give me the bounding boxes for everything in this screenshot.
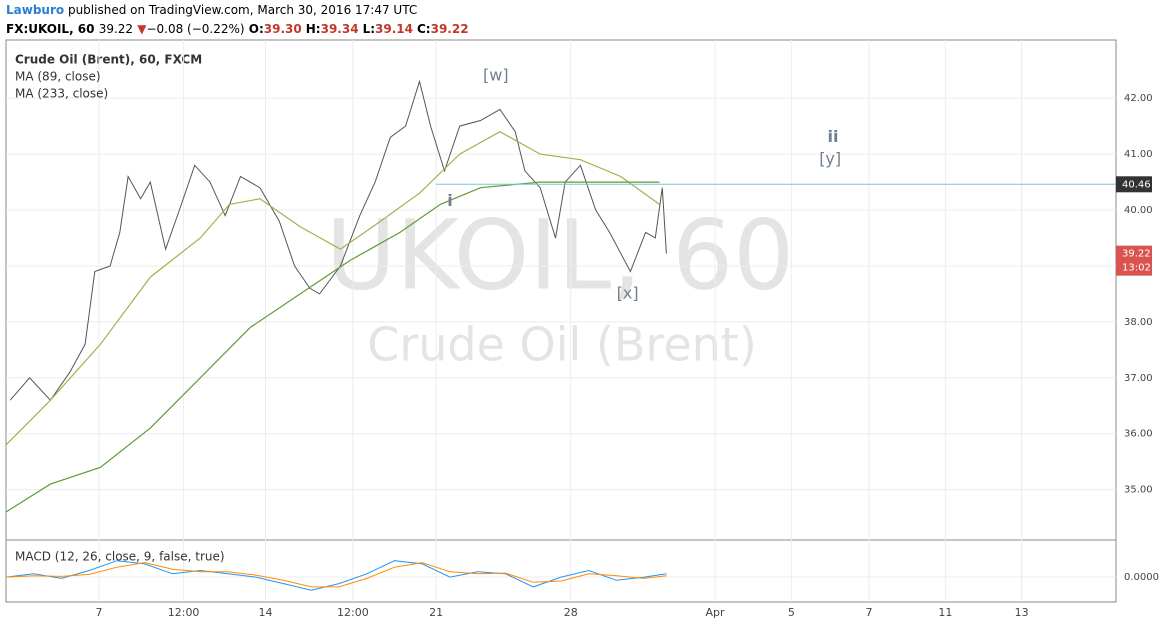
ohlc-value: 39.30 [263, 22, 302, 36]
y-tick-label: 40.00 [1124, 205, 1153, 216]
ohlc-label: O: [248, 22, 264, 36]
legend-entry: MA (233, close) [15, 87, 108, 101]
macd-title: MACD (12, 26, close, 9, false, true) [15, 550, 225, 564]
ohlc-value: 39.22 [430, 22, 469, 36]
wave-label: [w] [483, 65, 509, 84]
ohlc-value: 39.14 [375, 22, 413, 36]
y-tick-label: 36.00 [1124, 429, 1153, 440]
level-tag [1116, 176, 1152, 193]
series-line [5, 131, 660, 446]
published: published on TradingView.com, March 30, … [67, 3, 418, 17]
wave-label: i [447, 191, 452, 210]
x-tick-label: 28 [564, 606, 578, 619]
y-tick-label: 37.00 [1124, 373, 1153, 384]
level-tag-label: 40.46 [1122, 179, 1151, 190]
watermark-sub: Crude Oil (Brent) [367, 318, 757, 372]
ohlc-label: L: [362, 22, 376, 36]
author[interactable]: Lawburo [6, 3, 65, 17]
x-tick-label: Apr [705, 606, 725, 619]
x-tick-label: 7 [866, 606, 873, 619]
ohlc-label: C: [417, 22, 431, 36]
ohlc-label: H: [305, 22, 321, 36]
ohlc-value: 39.34 [320, 22, 359, 36]
legend-entry: MA (89, close) [15, 70, 101, 84]
ohlc: O:39.30 H:39.34 L:39.14 C:39.22 [249, 22, 473, 36]
change: −0.08 (−0.22%) [146, 22, 245, 36]
x-tick-label: 21 [429, 606, 443, 619]
x-tick-label: 7 [95, 606, 102, 619]
macd-line [5, 560, 667, 591]
x-tick-label: 12:00 [168, 606, 200, 619]
quote-line: FX:UKOIL, 60 39.22 ▼−0.08 (−0.22%) O:39.… [6, 22, 473, 36]
macd-line [5, 562, 667, 588]
last-tag-timer: 13:02 [1122, 263, 1151, 274]
publish-line: Lawburo published on TradingView.com, Ma… [6, 3, 417, 17]
series-line [5, 181, 660, 513]
x-tick-label: 12:00 [337, 606, 369, 619]
wave-label: ii [827, 127, 838, 146]
x-tick-label: 14 [258, 606, 272, 619]
y-tick-label: 38.00 [1124, 317, 1153, 328]
last: 39.22 [98, 22, 134, 36]
y-tick-label: 35.00 [1124, 485, 1153, 496]
chart-title: Crude Oil (Brent), 60, FXCM [15, 53, 202, 67]
watermark: UKOIL, 60 [326, 199, 795, 311]
symbol: FX:UKOIL, 60 [6, 22, 95, 36]
last-tag-label: 39.22 [1122, 249, 1151, 260]
wave-label: [x] [617, 283, 639, 302]
x-tick-label: 11 [938, 606, 952, 619]
series-line [9, 79, 667, 401]
last-tag [1116, 245, 1152, 276]
macd-tick-label: 0.0000 [1124, 572, 1159, 583]
x-tick-label: 5 [788, 606, 795, 619]
y-tick-label: 41.00 [1124, 149, 1153, 160]
arrow: ▼ [137, 22, 147, 36]
wave-label: [y] [819, 149, 841, 168]
x-tick-label: 13 [1015, 606, 1029, 619]
y-tick-label: 42.00 [1124, 93, 1153, 104]
